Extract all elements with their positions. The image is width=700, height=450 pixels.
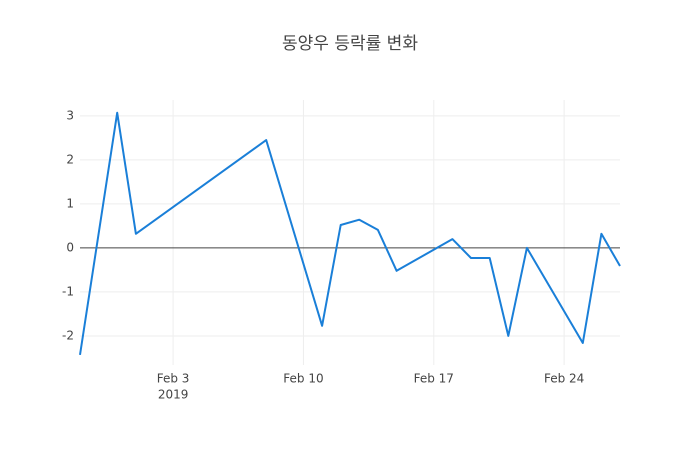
y-tick-label: -2 bbox=[62, 328, 74, 342]
x-tick-label: Feb 3 bbox=[157, 372, 190, 386]
x-tick-label: Feb 10 bbox=[283, 372, 323, 386]
y-tick-label: 0 bbox=[66, 240, 74, 254]
x-tick-label: Feb 17 bbox=[414, 372, 454, 386]
y-tick-label: 1 bbox=[66, 196, 74, 210]
data-line bbox=[79, 111, 621, 356]
chart-title: 동양우 등락률 변화 bbox=[282, 34, 418, 54]
x-tick-label: Feb 24 bbox=[544, 372, 584, 386]
x-tick-year: 2019 bbox=[158, 388, 189, 402]
y-tick-label: 3 bbox=[66, 108, 74, 122]
y-tick-label: -1 bbox=[62, 284, 74, 298]
y-tick-label: 2 bbox=[66, 152, 74, 166]
